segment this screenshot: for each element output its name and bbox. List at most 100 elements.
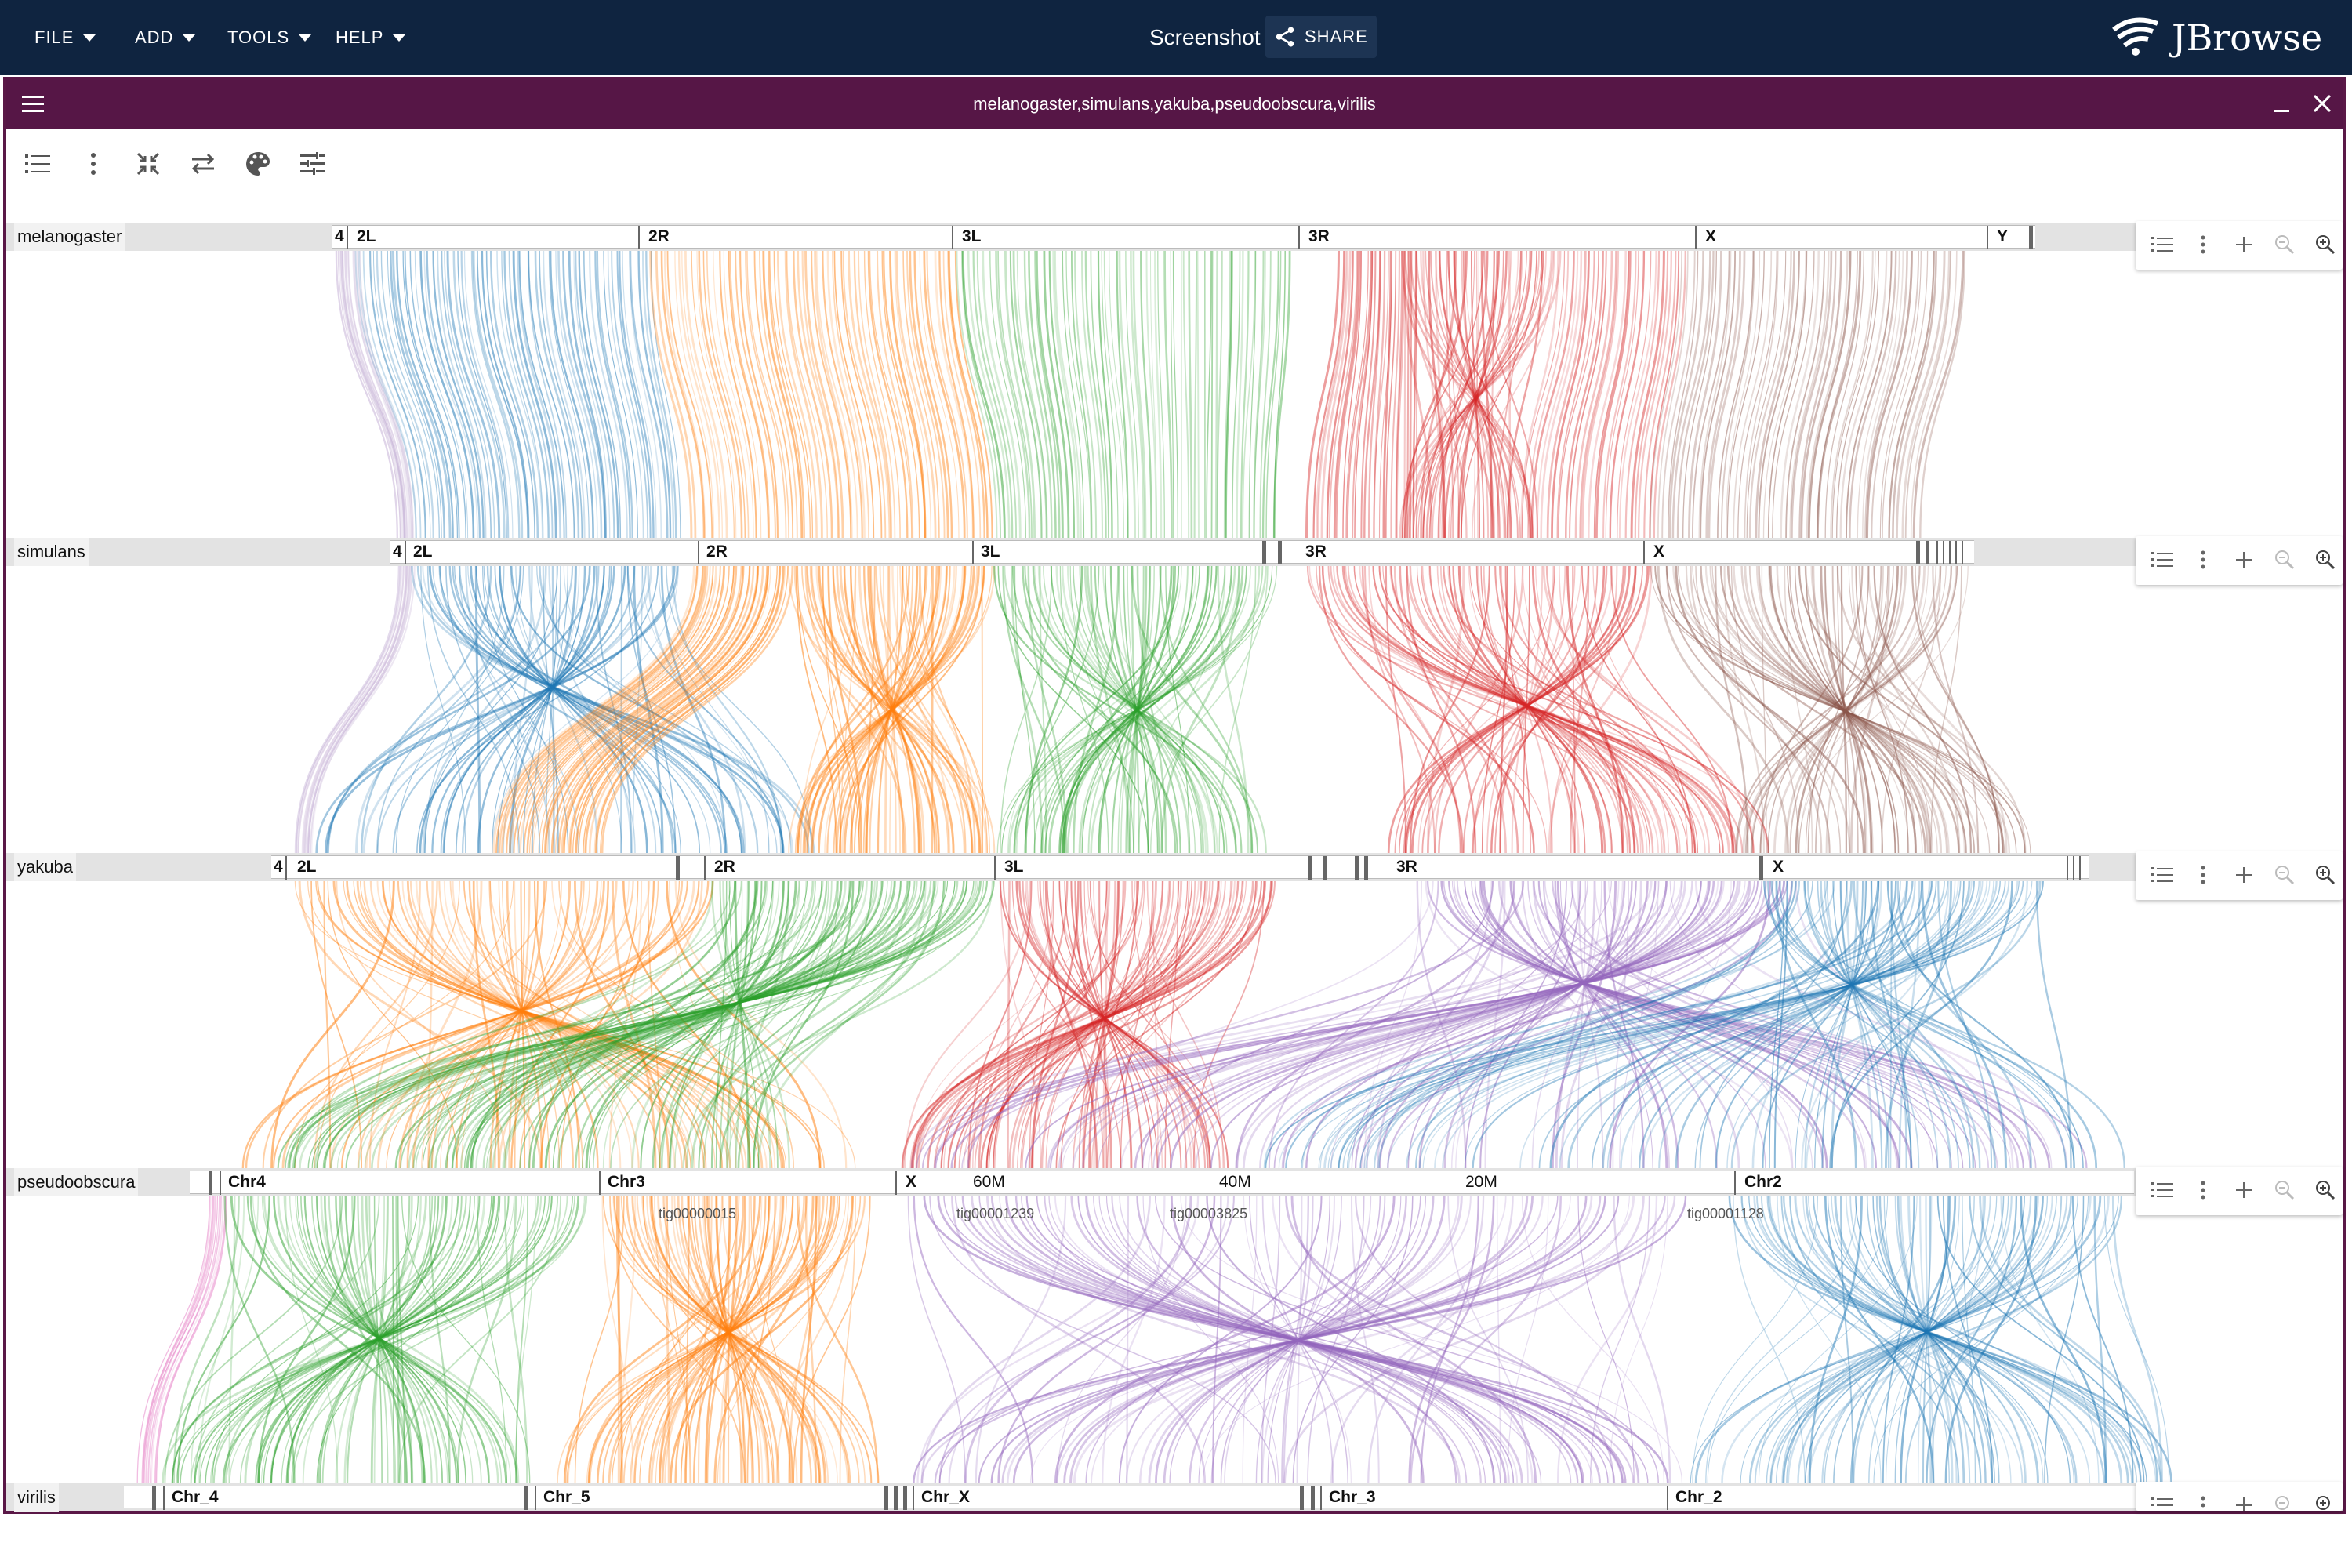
zoom-out-icon[interactable]	[2269, 229, 2300, 260]
session-name[interactable]: Screenshot	[1149, 25, 1261, 49]
tune-icon[interactable]	[295, 146, 331, 182]
synteny-link	[1707, 1196, 1889, 1484]
zoom-in-icon[interactable]	[2310, 1490, 2341, 1511]
ruler-simulans[interactable]: 4 2L 2R 3L 3R X	[390, 540, 1974, 564]
synteny-link	[1399, 565, 1519, 854]
synteny-link	[1962, 1196, 1976, 1484]
palette-icon[interactable]	[240, 146, 276, 182]
more-vert-icon[interactable]	[2187, 859, 2219, 891]
synteny-link	[504, 1196, 528, 1484]
view-title[interactable]: melanogaster,simulans,yakuba,pseudoobscu…	[973, 94, 1376, 114]
zoom-out-icon[interactable]	[2269, 1490, 2300, 1511]
synteny-link	[542, 565, 559, 854]
synteny-link	[1359, 880, 2001, 1169]
synteny-link	[1832, 880, 1912, 1169]
synteny-link	[1769, 1196, 2123, 1484]
synteny-link	[613, 1196, 873, 1484]
synteny-link	[419, 565, 626, 854]
add-icon[interactable]	[2228, 1174, 2259, 1206]
tools-menu-button[interactable]: TOOLS	[227, 0, 312, 75]
synteny-link	[655, 250, 697, 539]
synteny-link	[1630, 880, 1732, 1169]
zoom-in-icon[interactable]	[2310, 859, 2341, 891]
help-menu-button[interactable]: HELP	[336, 0, 406, 75]
more-vert-icon[interactable]	[2187, 1490, 2219, 1511]
synteny-link	[1657, 565, 1789, 854]
synteny-link	[691, 1196, 775, 1484]
ruler-virilis[interactable]: Chr_4 Chr_5 Chr_X Chr_3 Chr_2	[124, 1486, 2139, 1510]
synteny-link	[1081, 880, 1739, 1169]
synteny-link	[1845, 1196, 2027, 1484]
synteny-link	[659, 1196, 785, 1484]
zoom-out-icon[interactable]	[2269, 1174, 2300, 1206]
track-label-melanogaster[interactable]: melanogaster	[14, 223, 125, 251]
close-icon[interactable]	[2311, 93, 2333, 114]
synteny-link	[285, 1196, 339, 1484]
ruler-melanogaster[interactable]: 4 2L 2R 3L 3R X Y	[332, 225, 2035, 249]
zoom-out-icon[interactable]	[2269, 859, 2300, 891]
synteny-link	[833, 565, 974, 854]
synteny-link	[494, 565, 662, 854]
synteny-link	[449, 880, 728, 1169]
synteny-link	[719, 880, 935, 1169]
synteny-link	[549, 250, 594, 539]
more-vert-icon[interactable]	[2187, 1174, 2219, 1206]
track-label-simulans[interactable]: simulans	[14, 538, 89, 566]
synteny-link	[1443, 565, 1755, 854]
track-list-icon[interactable]	[2147, 229, 2178, 260]
track-list-icon[interactable]	[2147, 1490, 2178, 1511]
track-label-virilis[interactable]: virilis	[14, 1483, 59, 1512]
synteny-link	[520, 880, 526, 1169]
synteny-link	[1658, 880, 1916, 1169]
track-list-icon[interactable]	[20, 146, 56, 182]
collapse-icon[interactable]	[130, 146, 166, 182]
zoom-in-icon[interactable]	[2310, 1174, 2341, 1206]
zoom-out-icon[interactable]	[2269, 544, 2300, 575]
synteny-link	[1024, 565, 1100, 854]
add-icon[interactable]	[2228, 544, 2259, 575]
zoom-in-icon[interactable]	[2310, 544, 2341, 575]
synteny-link	[533, 880, 580, 1169]
synteny-link	[1824, 1196, 1935, 1484]
synteny-link	[1657, 250, 1689, 539]
ruler-pseudoobscura[interactable]: Chr4 Chr3 X 60M 40M 20M Chr2	[190, 1171, 2134, 1195]
synteny-link	[498, 565, 704, 854]
synteny-link	[1407, 250, 1468, 539]
minimize-icon[interactable]	[2272, 94, 2292, 114]
swap-icon[interactable]	[185, 146, 221, 182]
add-icon[interactable]	[2228, 229, 2259, 260]
view-menu-icon[interactable]	[22, 94, 44, 114]
synteny-link	[561, 565, 755, 854]
synteny-link	[470, 565, 743, 854]
synteny-link	[1726, 880, 1956, 1169]
add-icon[interactable]	[2228, 859, 2259, 891]
track-list-icon[interactable]	[2147, 859, 2178, 891]
share-button[interactable]: SHARE	[1265, 16, 1377, 58]
synteny-link	[999, 880, 1229, 1169]
synteny-link	[1560, 880, 1642, 1169]
zoom-in-icon[interactable]	[2310, 229, 2341, 260]
add-menu-button[interactable]: ADD	[135, 0, 196, 75]
more-vert-icon[interactable]	[75, 146, 111, 182]
synteny-link	[509, 565, 577, 854]
file-menu-button[interactable]: FILE	[34, 0, 96, 75]
synteny-link	[1779, 880, 2067, 1169]
synteny-ribbon-orange	[492, 565, 794, 854]
more-vert-icon[interactable]	[2187, 544, 2219, 575]
synteny-link	[806, 565, 941, 854]
chrom-label: X	[1770, 858, 1787, 877]
synteny-link	[229, 1196, 586, 1484]
add-icon[interactable]	[2228, 1490, 2259, 1511]
synteny-link	[1497, 250, 1522, 539]
track-label-yakuba[interactable]: yakuba	[14, 853, 76, 881]
ruler-yakuba[interactable]: 4 2L 2R 3L 3R X	[271, 855, 2089, 880]
synteny-link	[1465, 250, 1508, 539]
track-label-pseudoobscura[interactable]: pseudoobscura	[14, 1168, 139, 1196]
track-list-icon[interactable]	[2147, 1174, 2178, 1206]
track-list-icon[interactable]	[2147, 544, 2178, 575]
synteny-link	[1472, 565, 1576, 854]
synteny-link	[562, 250, 606, 539]
synteny-link	[706, 1196, 746, 1484]
more-vert-icon[interactable]	[2187, 229, 2219, 260]
synteny-link	[1378, 880, 1649, 1169]
